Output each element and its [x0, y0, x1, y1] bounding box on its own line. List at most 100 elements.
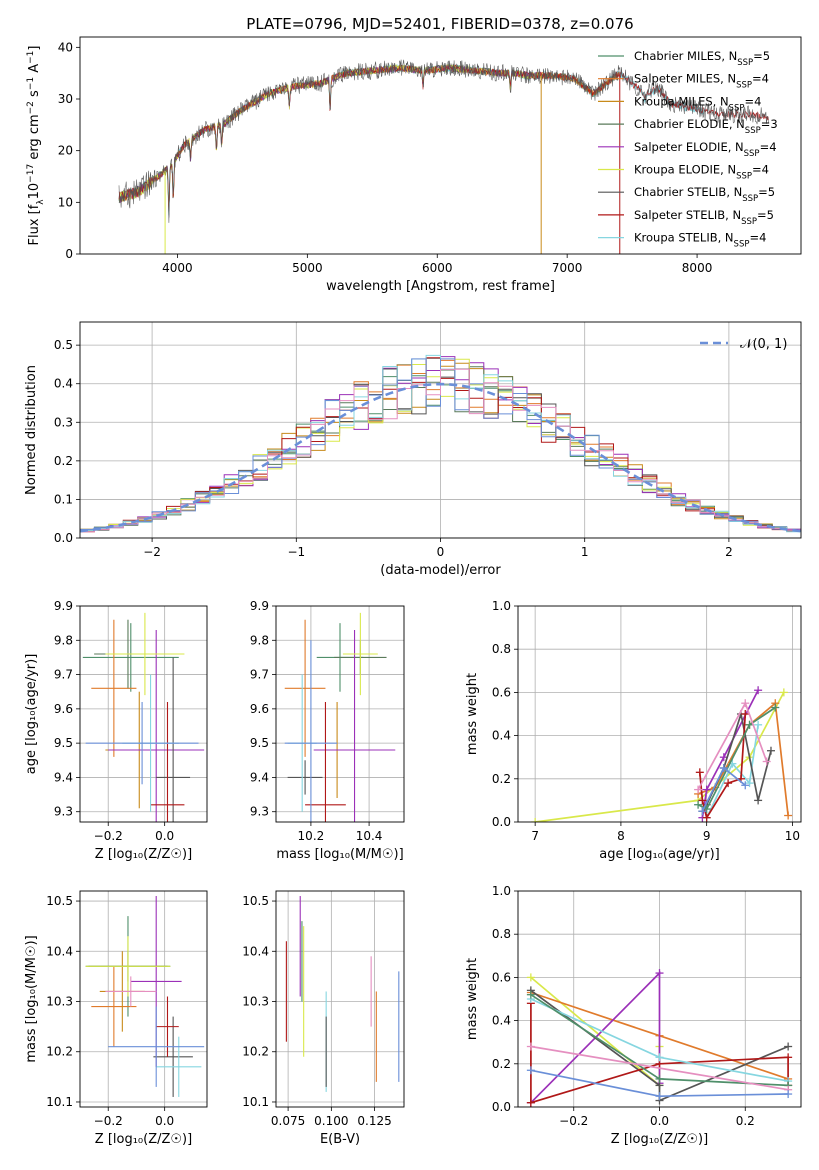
age-vs-mass-plot-area — [276, 606, 404, 822]
weight-marker — [754, 796, 763, 805]
x-tick-label: 0.0 — [155, 829, 174, 843]
x-tick-label: 0 — [437, 545, 445, 559]
residuals-panel: −2 −1 0 1 2 0.0 0.1 0.2 0.3 0.4 0.5 (data-model)/er… — [24, 321, 802, 578]
weight-vs-Z-y-label: mass weight — [465, 958, 480, 1040]
spectrum-line — [118, 59, 769, 223]
x-tick-label: 1 — [581, 545, 589, 559]
y-tick-label: 9.6 — [250, 702, 269, 716]
y-tick-label: 0.5 — [54, 338, 73, 352]
y-tick-label: 9.4 — [54, 770, 73, 784]
mass-vs-EBV-frame — [275, 890, 405, 1108]
residuals-plot-area — [80, 322, 801, 538]
y-tick-label: 0.4 — [54, 377, 73, 391]
error-bar-point — [305, 702, 346, 822]
x-tick-label: 7 — [531, 829, 539, 843]
weight-marker — [754, 720, 763, 729]
weight-marker — [526, 1042, 535, 1051]
legend-entry: Chabrier ELODIE, NSSP=3 — [634, 117, 778, 136]
legend-entry: Kroupa MILES, NSSP=4 — [634, 94, 761, 113]
error-bar-point — [108, 1006, 205, 1087]
y-tick-label: 10.3 — [46, 995, 73, 1009]
error-bar-point — [150, 702, 185, 822]
y-tick-label: 10.5 — [242, 894, 269, 908]
weight-series-line — [697, 706, 776, 811]
x-tick-label: 0.0 — [155, 1114, 174, 1128]
error-bar-point — [284, 619, 326, 757]
figure-title: PLATE=0796, MJD=52401, FIBERID=0378, z=0… — [246, 15, 633, 33]
weight-marker — [766, 746, 775, 755]
x-tick-label: 10 — [785, 829, 800, 843]
y-tick-label: 0.4 — [492, 729, 511, 743]
y-tick-label: 0.0 — [492, 1100, 511, 1114]
weight-vs-Z-panel: −0.2 0.0 0.2 0.0 0.2 0.4 0.6 0.8 1.0 Z [log₁₀(Z/Z… — [465, 884, 802, 1147]
x-tick-label: 0.2 — [736, 1114, 755, 1128]
weight-marker — [695, 768, 704, 777]
y-tick-label: 0.6 — [492, 685, 511, 699]
mass-vs-EBV-x-label: E(B-V) — [320, 1132, 360, 1147]
spectrum-panel: 4000 5000 6000 7000 8000 0 10 20 30 40 wavelength … — [26, 36, 802, 294]
weight-series-line — [530, 1045, 789, 1091]
weight-marker — [526, 1066, 535, 1075]
error-bar-point — [284, 640, 338, 822]
y-tick-label: 9.4 — [250, 770, 269, 784]
weight-marker — [694, 785, 703, 794]
y-tick-label: 10.2 — [46, 1045, 73, 1059]
y-tick-label: 9.5 — [250, 736, 269, 750]
y-tick-label: 20 — [58, 144, 73, 158]
mass-vs-Z-panel: −0.2 0.0 10.1 10.2 10.3 10.4 10.5 Z [log₁₀(Z/Z☉… — [24, 890, 208, 1147]
spectrum-y-label: Flux [fλ10−17 erg cm−2 s−1 A−1] — [26, 46, 46, 246]
x-tick-label: 6000 — [422, 261, 453, 275]
weight-marker — [702, 813, 711, 822]
y-tick-label: 10.4 — [242, 944, 269, 958]
weight-series-line — [535, 692, 785, 822]
age-vs-Z-frame — [79, 605, 208, 823]
y-tick-label: 9.7 — [54, 668, 73, 682]
y-tick-label: 0.8 — [492, 642, 511, 656]
error-bar-point — [105, 612, 185, 696]
y-tick-label: 0.2 — [54, 454, 73, 468]
error-bar-point — [153, 1016, 193, 1097]
weight-marker — [745, 720, 754, 729]
y-tick-label: 30 — [58, 92, 73, 106]
weight-marker — [741, 781, 750, 790]
y-tick-label: 9.3 — [54, 805, 73, 819]
residuals-x-label: (data-model)/error — [380, 563, 501, 578]
weight-vs-age-x-label: age [log₁₀(age/yr)] — [599, 847, 720, 862]
y-tick-label: 10.2 — [242, 1045, 269, 1059]
legend-entry: Salpeter STELIB, NSSP=5 — [634, 208, 774, 227]
weight-marker — [754, 686, 763, 695]
weight-marker — [784, 1053, 793, 1062]
legend-entry: Kroupa ELODIE, NSSP=4 — [634, 163, 769, 182]
weight-vs-age-y-label: mass weight — [465, 673, 480, 755]
x-tick-label: 7000 — [552, 261, 583, 275]
legend-entry: Kroupa STELIB, NSSP=4 — [634, 231, 766, 250]
mass-vs-EBV-plot-area — [276, 891, 404, 1107]
y-tick-label: 10.3 — [242, 995, 269, 1009]
weight-marker — [655, 1053, 664, 1062]
legend-entry: Salpeter MILES, NSSP=4 — [634, 72, 769, 91]
weight-vs-age-panel: 7 8 9 10 0.0 0.2 0.4 0.6 0.8 1.0 age [log₁₀(age/yr… — [465, 599, 802, 862]
age-vs-mass-panel: 10.2 10.4 9.3 9.4 9.5 9.6 9.7 9.8 9.9 mass [log₁₀… — [250, 599, 405, 862]
weight-vs-age-frame — [517, 605, 802, 823]
weight-marker — [741, 699, 750, 708]
weight-marker — [694, 800, 703, 809]
y-tick-label: 0.4 — [492, 1014, 511, 1028]
y-tick-label: 9.9 — [54, 599, 73, 613]
y-tick-label: 9.6 — [54, 702, 73, 716]
x-tick-label: 4000 — [162, 261, 193, 275]
y-tick-label: 0.1 — [54, 492, 73, 506]
y-tick-label: 0.3 — [54, 415, 73, 429]
y-tick-label: 10.1 — [46, 1095, 73, 1109]
weight-marker — [698, 796, 707, 805]
weight-marker — [719, 764, 728, 772]
weight-marker — [745, 779, 754, 788]
y-tick-label: 0.2 — [492, 1057, 511, 1071]
x-tick-label: 10.2 — [298, 829, 325, 843]
y-tick-label: 9.8 — [250, 633, 269, 647]
age-vs-mass-x-label: mass [log₁₀(M/M☉)] — [276, 847, 403, 862]
error-bar-point — [156, 657, 191, 822]
error-bar-point — [342, 612, 378, 696]
mass-vs-Z-y-label: mass [log₁₀(M/M☉)] — [24, 935, 39, 1062]
weight-vs-Z-frame — [517, 890, 802, 1108]
mass-vs-Z-x-label: Z [log₁₀(Z/Z☉)] — [95, 1132, 192, 1147]
